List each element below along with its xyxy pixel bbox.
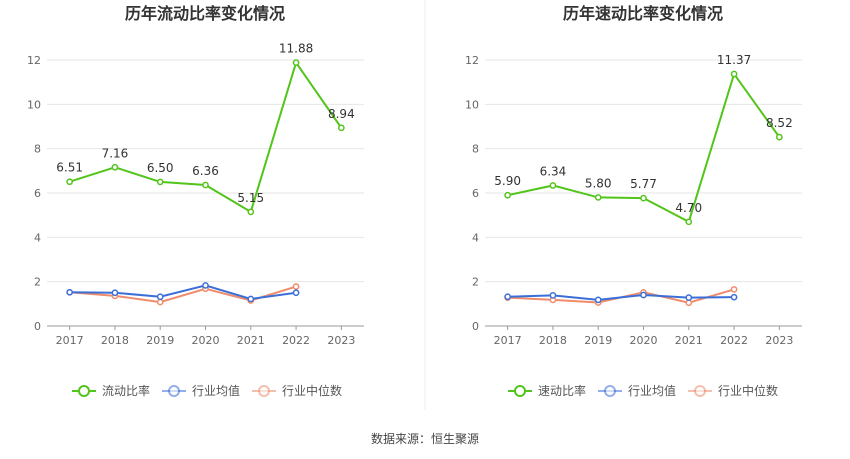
data-point (247, 208, 255, 216)
data-point (156, 298, 164, 306)
x-tick-label: 2018 (101, 334, 129, 347)
data-point (640, 291, 647, 299)
x-tick-label: 2018 (539, 334, 567, 347)
y-tick-label: 8 (34, 143, 41, 156)
y-tick-label: 6 (472, 187, 479, 200)
chart-1: 历年流动比率变化情况 0 2 4 6 8 10 12 2017 2018 2019 2020 2021 2… (27, 4, 364, 398)
data-point (292, 59, 300, 67)
data-point (730, 286, 738, 293)
chart-title: 历年速动比率变化情况 (563, 4, 723, 23)
data-label: 5.77 (630, 177, 657, 191)
x-tick-label: 2019 (146, 334, 174, 347)
y-tick-label: 4 (472, 231, 479, 244)
x-tick-label: 2022 (282, 334, 310, 347)
x-tick-label: 2023 (765, 334, 793, 347)
data-point (730, 70, 738, 78)
series-line-2 (507, 293, 735, 301)
x-tick-label: 2021 (675, 334, 703, 347)
chart-2: 历年速动比率变化情况 0 2 4 6 8 10 12 2017 2018 2019 2020 2021 2… (465, 4, 802, 398)
chart-title: 历年流动比率变化情况 (125, 4, 285, 23)
data-label: 8.52 (766, 116, 793, 130)
data-label: 11.37 (717, 53, 751, 67)
x-tick-label: 2017 (494, 334, 522, 347)
y-tick-label: 10 (27, 98, 41, 111)
y-tick-label: 4 (34, 231, 41, 244)
y-tick-label: 8 (472, 143, 479, 156)
data-point (292, 289, 300, 297)
legend-swatch-marker (78, 385, 90, 397)
data-point (504, 293, 511, 301)
data-point (504, 191, 511, 199)
data-point (594, 296, 602, 304)
x-tick-label: 2020 (192, 334, 220, 347)
series-line-2 (69, 284, 297, 300)
data-label: 11.88 (279, 42, 313, 56)
data-point (202, 181, 209, 189)
x-tick-label: 2017 (56, 334, 84, 347)
y-tick-label: 0 (472, 320, 479, 333)
data-point (776, 133, 783, 141)
legend-swatch-marker (168, 385, 180, 397)
legend-swatch-marker (694, 385, 706, 397)
x-tick-label: 2022 (720, 334, 748, 347)
legend-label: 流动比率 (102, 383, 150, 398)
data-label: 6.34 (540, 164, 567, 178)
y-tick-label: 2 (34, 276, 41, 289)
series-line-3 (69, 285, 297, 304)
data-label: 6.50 (147, 161, 174, 175)
data-point (66, 178, 73, 186)
data-point (111, 289, 119, 297)
y-tick-label: 10 (465, 98, 479, 111)
x-tick-label: 2021 (237, 334, 265, 347)
y-tick-label: 0 (34, 320, 41, 333)
y-tick-label: 12 (27, 54, 41, 67)
legend-label: 行业均值 (192, 383, 240, 398)
data-point (156, 178, 164, 186)
legend-label: 行业均值 (628, 383, 676, 398)
data-point (685, 218, 693, 226)
data-label: 6.51 (56, 161, 83, 175)
data-label: 5.15 (237, 191, 264, 205)
data-label: 7.16 (102, 146, 129, 160)
data-point (594, 194, 602, 201)
y-tick-label: 12 (465, 54, 479, 67)
y-tick-label: 2 (472, 276, 479, 289)
data-point (292, 283, 300, 290)
legend-label: 行业中位数 (718, 383, 778, 398)
data-label: 6.36 (192, 164, 219, 178)
data-label: 4.70 (675, 201, 702, 215)
data-point (549, 182, 557, 189)
legend-swatch-marker (514, 385, 526, 397)
legend-label: 速动比率 (538, 383, 586, 398)
data-label: 5.90 (494, 174, 521, 188)
series-line-1 (69, 60, 343, 214)
legend-label: 行业中位数 (282, 383, 342, 398)
legend-swatch-marker (604, 385, 616, 397)
legend-swatch-marker (258, 385, 270, 397)
data-point (202, 282, 209, 289)
data-point (685, 294, 693, 301)
data-label: 5.80 (585, 176, 612, 190)
y-tick-label: 6 (34, 187, 41, 200)
x-tick-label: 2020 (630, 334, 658, 347)
data-point (111, 163, 119, 171)
data-point (156, 293, 164, 301)
data-point (640, 194, 647, 202)
source-note: 数据来源：恒生聚源 (370, 432, 479, 446)
data-point (549, 292, 557, 299)
data-point (66, 288, 73, 296)
x-tick-label: 2023 (327, 334, 355, 347)
x-tick-label: 2019 (584, 334, 612, 347)
data-point (730, 293, 738, 301)
data-point (338, 124, 345, 132)
data-point (247, 295, 255, 303)
data-label: 8.94 (328, 107, 355, 121)
